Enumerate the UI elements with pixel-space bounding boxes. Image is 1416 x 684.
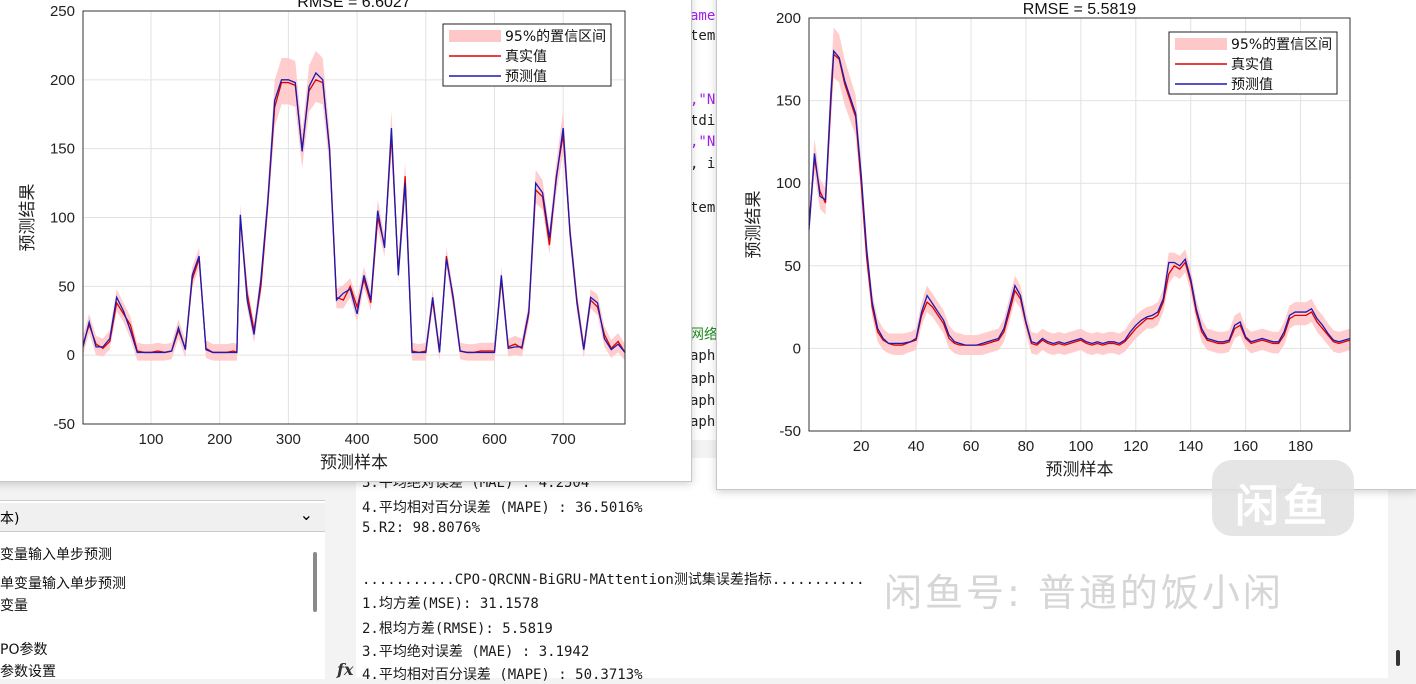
x-tick-label: 600 [482, 431, 507, 448]
y-tick-label: 100 [776, 175, 801, 192]
x-tick-label: 700 [551, 431, 576, 448]
command-scrollbar[interactable] [1396, 650, 1400, 666]
list-item[interactable]: PO参数 [0, 642, 48, 658]
y-axis-label: 预测结果 [18, 184, 38, 252]
fx-prompt-icon[interactable]: fx [337, 660, 354, 679]
code-line: aph [690, 414, 716, 430]
plot-frame [82, 10, 626, 425]
x-tick-label: 200 [207, 431, 232, 448]
chevron-down-icon[interactable]: ⌄ [299, 505, 313, 524]
x-axis-label: 预测样本 [1046, 460, 1114, 480]
command-line: ...........CPO-QRCNN-BiGRU-MAttention测试集… [362, 572, 865, 588]
code-line: tem [690, 28, 716, 44]
code-line: tdi [690, 113, 716, 129]
code-line: , i [690, 156, 716, 172]
xianyu-logo: 闲鱼 [1212, 460, 1354, 536]
command-line: 1.均方差(MSE): 31.1578 [362, 596, 539, 612]
x-tick-label: 400 [345, 431, 370, 448]
watermark-text: 闲鱼号: 普通的饭小闲 [884, 571, 1284, 615]
command-gutter [330, 458, 357, 678]
chart-2: 20 40 60 80 100 120 140 160 180 -50 0 50 100 150 200 RM… [744, 1, 1351, 480]
y-tick-label: 100 [50, 210, 75, 227]
chart-title: RMSE = 5.5819 [1023, 1, 1137, 18]
legend-label: 95%的置信区间 [505, 29, 606, 45]
y-tick-label: 0 [67, 347, 75, 364]
figure-window-1[interactable]: 100 200 300 400 500 600 700 -50 0 50 100 150 200 250 R… [0, 0, 692, 482]
command-line: 5.R2: 98.8076% [362, 520, 481, 536]
y-tick-label: 250 [50, 3, 75, 20]
y-tick-label: 50 [58, 278, 75, 295]
legend-label: 真实值 [505, 49, 547, 65]
code-line: ame [690, 8, 716, 24]
x-tick-label: 100 [1068, 438, 1093, 455]
y-tick-label: 0 [793, 340, 801, 357]
x-tick-label: 80 [1018, 438, 1035, 455]
x-tick-label: 160 [1233, 438, 1258, 455]
code-line: aph [690, 371, 716, 387]
confidence-band [809, 27, 1350, 356]
chart-title: RMSE = 6.6027 [297, 0, 411, 11]
x-tick-label: 60 [963, 438, 980, 455]
predicted-value-line [808, 49, 1351, 346]
y-tick-label: -50 [779, 423, 801, 440]
legend-label: 95%的置信区间 [1231, 37, 1332, 53]
true-value-line [808, 52, 1351, 346]
y-tick-label: 200 [776, 10, 801, 27]
command-line: 3.平均绝对误差 (MAE) : 3.1942 [362, 644, 590, 660]
predicted-value-line [82, 71, 626, 354]
legend-band-swatch [1175, 38, 1227, 50]
x-tick-label: 140 [1178, 438, 1203, 455]
legend-band-swatch [449, 30, 501, 42]
code-line: aph [690, 393, 716, 409]
code-line: 网络 [690, 327, 718, 343]
x-tick-label: 120 [1123, 438, 1148, 455]
x-axis-label: 预测样本 [320, 453, 388, 473]
code-line: ,"N [690, 92, 716, 108]
y-tick-label: 150 [50, 141, 75, 158]
x-tick-label: 40 [908, 438, 925, 455]
x-tick-label: 180 [1288, 438, 1313, 455]
list-item[interactable]: 变量输入单步预测 [0, 547, 112, 563]
panel-header[interactable]: 本) ⌄ [0, 503, 325, 532]
command-line: 2.根均方差(RMSE): 5.5819 [362, 621, 553, 637]
legend-label: 预测值 [505, 69, 547, 85]
command-line: 4.平均相对百分误差 (MAPE) : 50.3713% [362, 667, 643, 683]
y-axis-label: 预测结果 [744, 191, 764, 259]
y-tick-label: 150 [776, 93, 801, 110]
panel-header-label: 本) [0, 511, 20, 527]
list-item[interactable]: 变量 [0, 598, 28, 614]
figure-window-2[interactable]: 20 40 60 80 100 120 140 160 180 -50 0 50 100 150 200 RM… [716, 0, 1416, 490]
legend-label: 预测值 [1231, 77, 1273, 93]
plot-frame [808, 17, 1351, 432]
chart-1: 100 200 300 400 500 600 700 -50 0 50 100 150 200 250 R… [18, 0, 626, 473]
list-item[interactable]: 单变量输入单步预测 [0, 576, 126, 592]
x-tick-label: 500 [413, 431, 438, 448]
panel-scrollbar[interactable] [313, 552, 317, 612]
x-tick-label: 100 [138, 431, 163, 448]
command-line: 4.平均相对百分误差 (MAPE) : 36.5016% [362, 500, 643, 516]
y-tick-label: 200 [50, 72, 75, 89]
code-line: ,"N [690, 134, 716, 150]
code-line: aph [690, 348, 716, 364]
legend-label: 真实值 [1231, 57, 1273, 73]
logo-text: 闲鱼 [1235, 481, 1331, 532]
y-tick-label: -50 [53, 416, 75, 433]
x-tick-label: 300 [276, 431, 301, 448]
x-tick-label: 20 [853, 438, 870, 455]
list-item[interactable]: 参数设置 [0, 664, 56, 680]
y-tick-label: 50 [784, 258, 801, 275]
code-line: tem [690, 200, 716, 216]
